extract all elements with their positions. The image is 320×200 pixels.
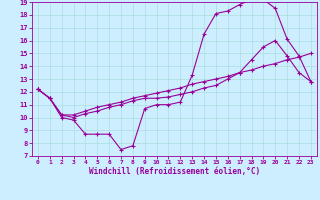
X-axis label: Windchill (Refroidissement éolien,°C): Windchill (Refroidissement éolien,°C) <box>89 167 260 176</box>
